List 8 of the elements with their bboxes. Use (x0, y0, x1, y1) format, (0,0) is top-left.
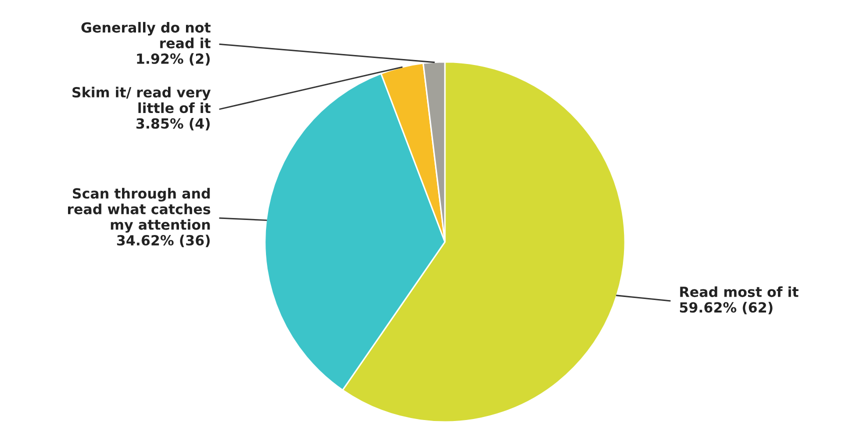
data-label: 1.92% (2) (137, 53, 210, 66)
slice-label: Scan through and read what catches my attention (68, 188, 210, 233)
data-label: 34.62% (36) (117, 234, 210, 248)
data-label: 3.85% (4) (136, 118, 210, 130)
slice-label: Skim it/ read very little of it (72, 86, 211, 114)
data-label: 59.62% (62) (680, 302, 772, 314)
slice-label: Generally do not read it (81, 22, 211, 48)
slice-label: Read most of it (680, 286, 798, 298)
